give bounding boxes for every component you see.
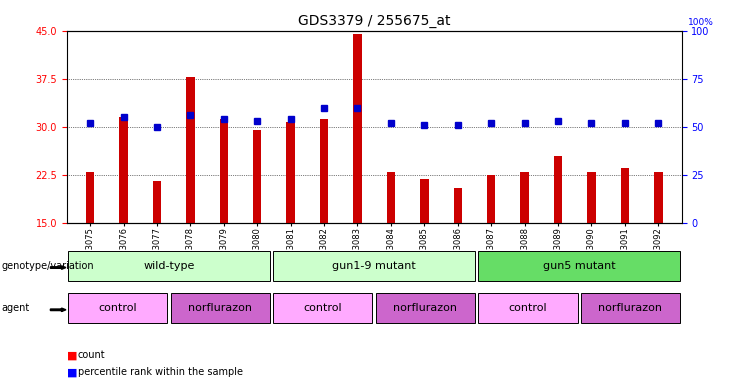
Bar (621, 168, 629, 223)
Bar (588, 172, 596, 223)
Text: count: count (78, 350, 105, 360)
Bar (68, 293, 167, 323)
Bar (487, 175, 496, 223)
Bar (479, 251, 680, 281)
Text: gun5 mutant: gun5 mutant (543, 261, 616, 271)
Bar (479, 293, 577, 323)
Text: percentile rank within the sample: percentile rank within the sample (78, 367, 243, 377)
Bar (376, 293, 475, 323)
Text: wild-type: wild-type (144, 261, 195, 271)
Bar (153, 181, 161, 223)
Bar (353, 34, 362, 223)
Text: norflurazon: norflurazon (599, 303, 662, 313)
Bar (287, 122, 295, 223)
Text: norflurazon: norflurazon (393, 303, 457, 313)
Text: ■: ■ (67, 350, 77, 360)
Bar (581, 293, 680, 323)
Bar (320, 119, 328, 223)
Bar (420, 179, 428, 223)
Text: agent: agent (1, 303, 30, 313)
Title: GDS3379 / 255675_at: GDS3379 / 255675_at (298, 14, 451, 28)
Bar (186, 77, 195, 223)
Bar (68, 251, 270, 281)
Bar (554, 156, 562, 223)
Text: control: control (304, 303, 342, 313)
Text: 100%: 100% (688, 18, 714, 27)
Text: control: control (508, 303, 548, 313)
Text: ■: ■ (67, 367, 77, 377)
Bar (453, 187, 462, 223)
Text: norflurazon: norflurazon (188, 303, 253, 313)
Bar (171, 293, 270, 323)
Bar (219, 119, 228, 223)
Bar (520, 172, 529, 223)
Bar (253, 130, 262, 223)
Bar (387, 172, 395, 223)
Bar (119, 117, 127, 223)
Text: control: control (99, 303, 137, 313)
Text: gun1-9 mutant: gun1-9 mutant (332, 261, 416, 271)
Bar (273, 251, 475, 281)
Bar (86, 172, 94, 223)
Bar (273, 293, 373, 323)
Bar (654, 172, 662, 223)
Text: genotype/variation: genotype/variation (1, 261, 94, 271)
